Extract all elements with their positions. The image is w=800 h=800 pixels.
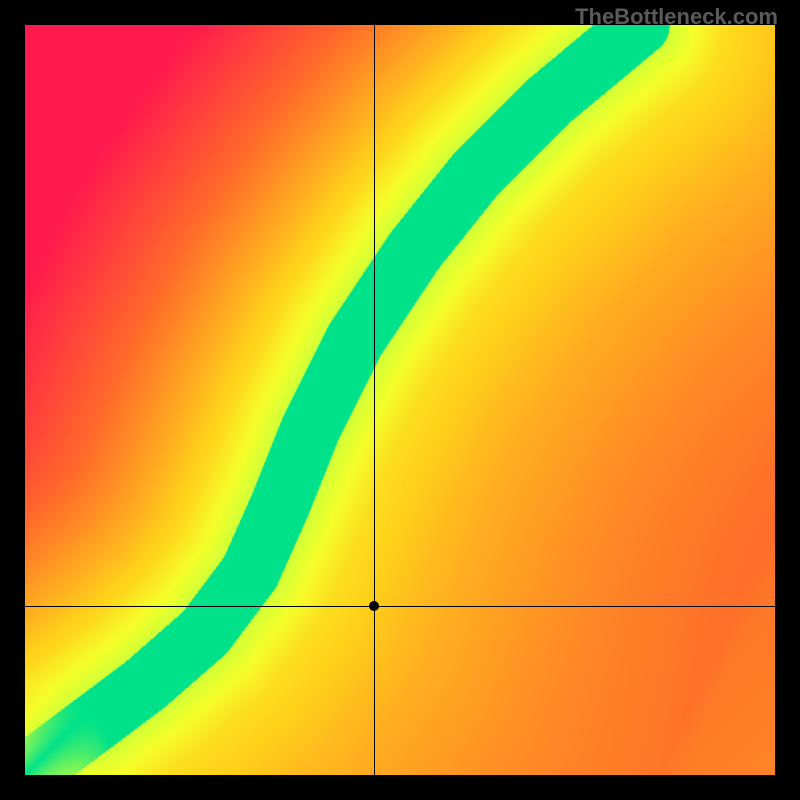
watermark-text: TheBottleneck.com (575, 4, 778, 30)
plot-area (25, 25, 775, 775)
chart-container: TheBottleneck.com (0, 0, 800, 800)
crosshair-vertical (374, 25, 375, 775)
heatmap-canvas (25, 25, 775, 775)
crosshair-marker-icon (369, 601, 379, 611)
crosshair-horizontal (25, 606, 775, 607)
